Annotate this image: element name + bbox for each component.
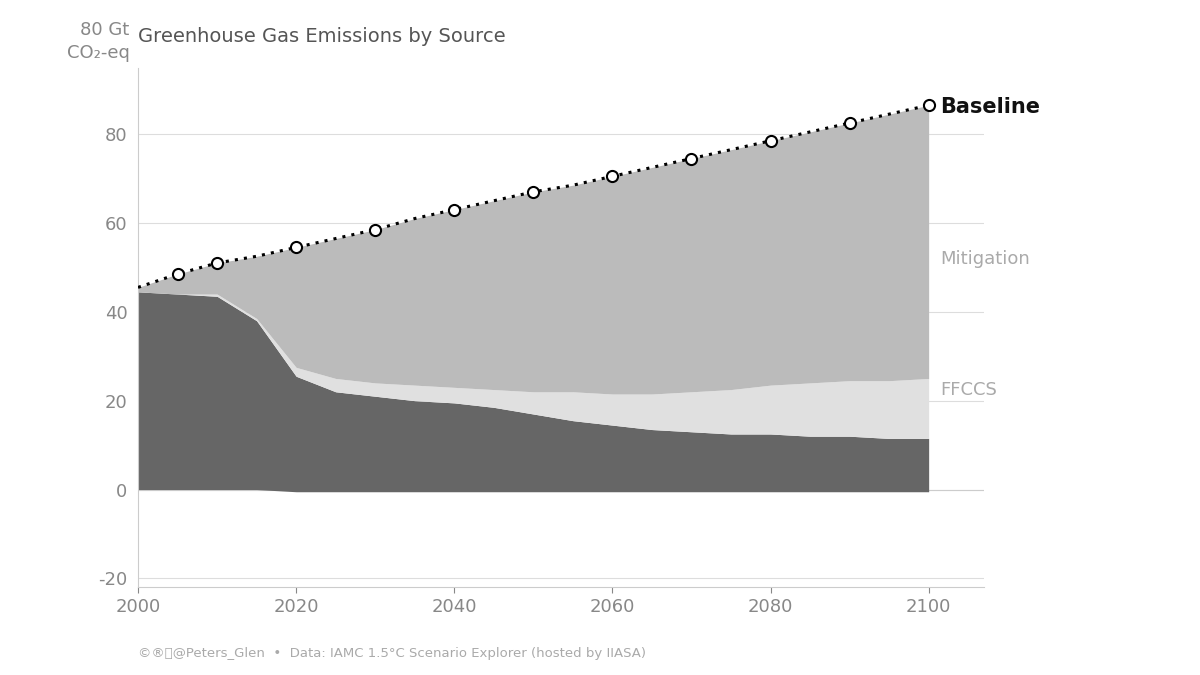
Text: ©®ⓘ@Peters_Glen  •  Data: IAMC 1.5°C Scenario Explorer (hosted by IIASA): ©®ⓘ@Peters_Glen • Data: IAMC 1.5°C Scena…: [138, 647, 646, 660]
Text: FFCCS: FFCCS: [941, 381, 997, 398]
Text: 80 Gt
CO₂-eq: 80 Gt CO₂-eq: [67, 21, 130, 62]
Text: Greenhouse Gas Emissions by Source: Greenhouse Gas Emissions by Source: [138, 27, 505, 46]
Text: Mitigation: Mitigation: [941, 250, 1031, 267]
Text: Baseline: Baseline: [941, 97, 1040, 117]
